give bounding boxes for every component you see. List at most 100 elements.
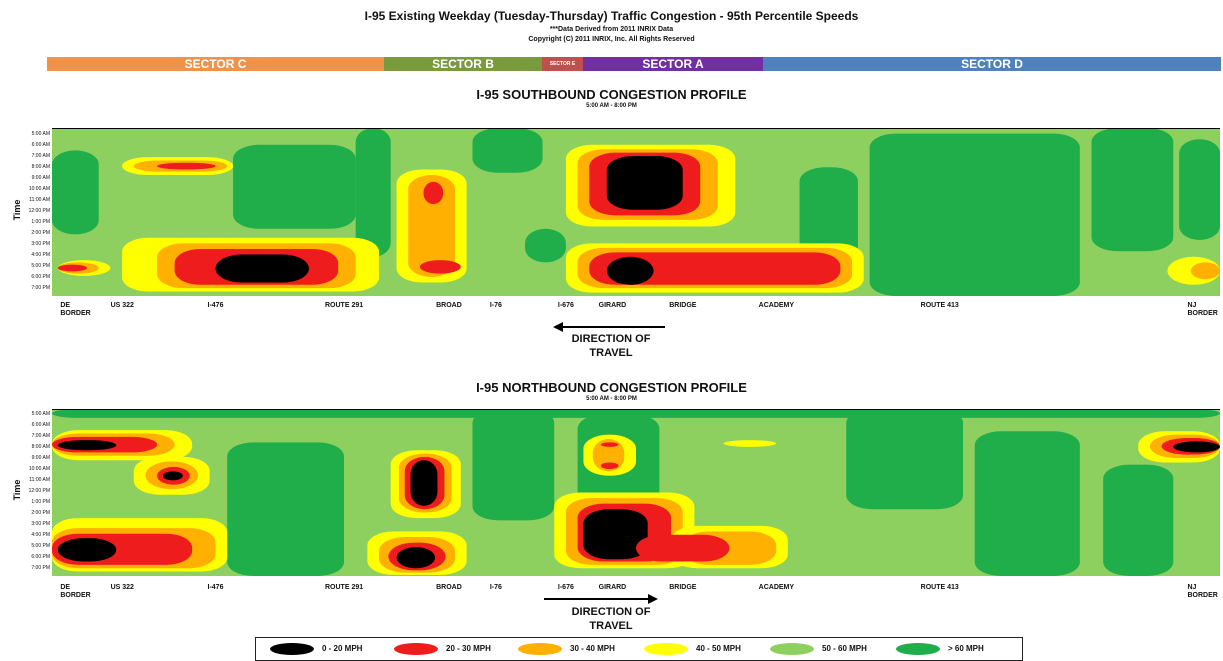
legend-label-50-60: 50 - 60 MPH	[822, 644, 867, 653]
northbound-title: I-95 NORTHBOUND CONGESTION PROFILE	[476, 380, 747, 395]
congestion-zone-60+	[1179, 139, 1220, 240]
y-tick-label: 11:00 AM	[29, 477, 50, 484]
legend-swatch-20-30	[394, 643, 438, 655]
y-tick-label: 9:00 AM	[31, 174, 50, 181]
location-label: GIRARD	[598, 302, 627, 309]
y-tick-label: 7:00 AM	[31, 433, 50, 440]
sector-b-band: SECTOR B	[384, 57, 542, 71]
congestion-zone-20-30	[157, 162, 216, 170]
congestion-zone-0-20	[606, 256, 654, 285]
location-label: ACADEMY	[758, 302, 795, 309]
y-tick-label: 7:00 PM	[31, 285, 50, 292]
congestion-zone-0-20	[583, 509, 648, 560]
legend-swatch-60-plus	[896, 643, 940, 655]
congestion-zone-0-20	[57, 538, 117, 562]
y-tick-label: 9:00 AM	[31, 455, 50, 462]
legend-label-30-40: 30 - 40 MPH	[570, 644, 615, 653]
legend-swatch-50-60	[770, 643, 814, 655]
y-tick-label: 8:00 AM	[31, 163, 50, 170]
northbound-direction-line1: DIRECTION OF	[571, 606, 651, 618]
copyright-note: Copyright (C) 2011 INRIX, Inc. All Right…	[528, 36, 695, 43]
sector-c-band: SECTOR C	[47, 57, 384, 71]
y-tick-label: 3:00 PM	[31, 241, 50, 248]
congestion-zone-60+	[355, 128, 391, 257]
y-tick-label: 11:00 AM	[29, 196, 50, 203]
congestion-zone-30-40	[592, 439, 625, 472]
congestion-zone-60+	[525, 228, 566, 263]
northbound-direction-arrow	[544, 594, 658, 604]
congestion-zone-20-30	[589, 252, 841, 285]
legend-label-0-20: 0 - 20 MPH	[322, 644, 363, 653]
congestion-zone-60+	[869, 133, 1080, 296]
location-label: ROUTE 291	[325, 584, 364, 591]
y-tick-label: 10:00 AM	[28, 185, 50, 192]
congestion-zone-40-50	[723, 440, 777, 447]
southbound-heatmap	[52, 128, 1220, 296]
congestion-zone-60+	[1103, 464, 1174, 576]
y-tick-label: 4:00 PM	[31, 532, 50, 539]
congestion-zone-60+	[1091, 128, 1174, 252]
location-label: ROUTE 413	[920, 302, 959, 309]
northbound-direction-line2: TRAVEL	[589, 620, 633, 632]
location-label: I-676	[557, 302, 574, 309]
location-label: I-76	[489, 302, 502, 309]
congestion-zone-60+	[472, 128, 543, 173]
congestion-zone-30-40	[408, 175, 455, 277]
southbound-direction-line2: TRAVEL	[589, 347, 633, 359]
y-tick-label: 3:00 PM	[31, 521, 50, 528]
congestion-zone-0-20	[410, 460, 438, 506]
congestion-zone-60+	[974, 431, 1080, 576]
congestion-zone-20-30	[57, 264, 88, 272]
congestion-zone-60+	[799, 167, 858, 268]
y-tick-label: 6:00 PM	[31, 554, 50, 561]
congestion-zone-20-30	[600, 462, 619, 470]
location-label: BRIDGE	[669, 302, 697, 309]
congestion-zone-60+	[233, 144, 356, 229]
legend-swatch-30-40	[518, 643, 562, 655]
legend-label-40-50: 40 - 50 MPH	[696, 644, 741, 653]
sector-d-band: SECTOR D	[763, 57, 1221, 71]
legend-label-60-plus: > 60 MPH	[948, 644, 984, 653]
speed-legend: 0 - 20 MPH 20 - 30 MPH 30 - 40 MPH 40 - …	[255, 637, 1023, 661]
y-tick-label: 5:00 PM	[31, 263, 50, 270]
location-label: I-476	[207, 302, 224, 309]
y-tick-label: 2:00 PM	[31, 230, 50, 236]
location-label: US 322	[110, 584, 134, 591]
location-label: NJ BORDER	[1187, 584, 1218, 599]
northbound-heatmap	[52, 409, 1220, 576]
location-label: BROAD	[436, 584, 462, 591]
location-label: DE BORDER	[60, 584, 91, 599]
location-label: ACADEMY	[758, 584, 795, 591]
legend-swatch-0-20	[270, 643, 314, 655]
y-tick-label: 2:00 PM	[31, 510, 50, 517]
y-tick-label: 1:00 PM	[31, 499, 50, 506]
location-label: I-676	[557, 584, 574, 591]
congestion-zone-0-20	[1173, 441, 1220, 453]
y-tick-label: 5:00 AM	[31, 411, 50, 418]
congestion-zone-60+	[472, 409, 555, 521]
northbound-subtitle: 5:00 AM - 8:00 PM	[586, 396, 637, 402]
y-tick-label: 8:00 AM	[31, 444, 50, 451]
y-tick-label: 4:00 PM	[31, 252, 50, 259]
y-tick-label: 6:00 AM	[31, 141, 50, 148]
location-label: GIRARD	[598, 584, 627, 591]
congestion-zone-60+	[52, 150, 99, 235]
congestion-zone-30-40	[1190, 262, 1220, 280]
location-label: US 322	[110, 302, 134, 309]
southbound-direction-arrow	[553, 322, 665, 332]
y-tick-label: 12:00 PM	[28, 488, 50, 495]
y-tick-label: 7:00 PM	[31, 565, 50, 572]
congestion-zone-20-30	[636, 534, 730, 562]
congestion-zone-0-20	[396, 547, 436, 569]
y-tick-label: 6:00 PM	[31, 274, 50, 281]
congestion-zone-20-30	[600, 442, 619, 447]
congestion-zone-0-20	[162, 471, 183, 481]
legend-label-20-30: 20 - 30 MPH	[446, 644, 491, 653]
location-label: BRIDGE	[669, 584, 697, 591]
y-tick-label: 5:00 AM	[31, 130, 50, 137]
source-note: ***Data Derived from 2011 INRIX Data	[549, 26, 674, 33]
location-label: BROAD	[436, 302, 462, 309]
congestion-zone-20-30	[423, 181, 444, 205]
legend-swatch-40-50	[644, 643, 688, 655]
location-label: ROUTE 413	[920, 584, 959, 591]
